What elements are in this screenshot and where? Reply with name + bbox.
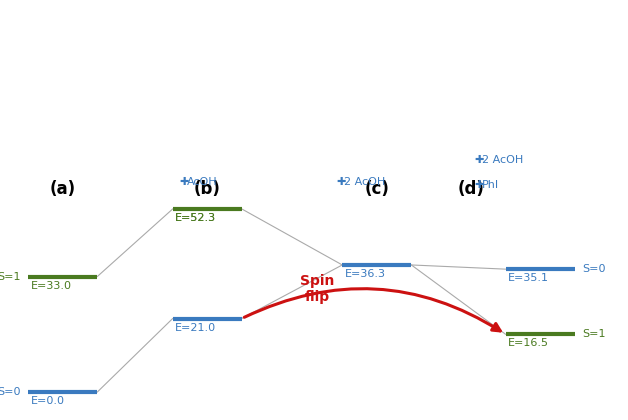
Text: E=36.3: E=36.3 (345, 269, 386, 279)
Text: (d): (d) (458, 180, 484, 197)
Text: ✚: ✚ (474, 155, 484, 165)
Text: E=0.0: E=0.0 (31, 396, 65, 406)
Text: S=1: S=1 (0, 271, 21, 281)
Text: Spin
flip: Spin flip (300, 274, 334, 304)
Text: E=52.3: E=52.3 (175, 213, 216, 223)
Text: AcOH: AcOH (187, 178, 217, 187)
Text: 2 AcOH: 2 AcOH (344, 178, 385, 187)
Text: (b): (b) (194, 180, 220, 197)
Text: S=0: S=0 (582, 264, 605, 274)
Text: E=35.1: E=35.1 (508, 273, 549, 284)
Text: E=16.5: E=16.5 (508, 339, 549, 349)
Text: ✚: ✚ (336, 178, 345, 187)
Text: 2 AcOH: 2 AcOH (482, 155, 524, 165)
Text: (c): (c) (364, 180, 389, 197)
Text: (a): (a) (50, 180, 76, 197)
Text: E=21.0: E=21.0 (175, 323, 216, 333)
Text: S=0: S=0 (0, 387, 21, 397)
Text: E=33.0: E=33.0 (31, 281, 72, 291)
Text: ✚: ✚ (474, 179, 484, 189)
Text: PhI: PhI (482, 179, 499, 189)
Text: ✚: ✚ (179, 178, 188, 187)
Text: E=52.3: E=52.3 (175, 213, 216, 223)
FancyArrowPatch shape (244, 289, 501, 331)
Text: S=1: S=1 (582, 329, 605, 339)
